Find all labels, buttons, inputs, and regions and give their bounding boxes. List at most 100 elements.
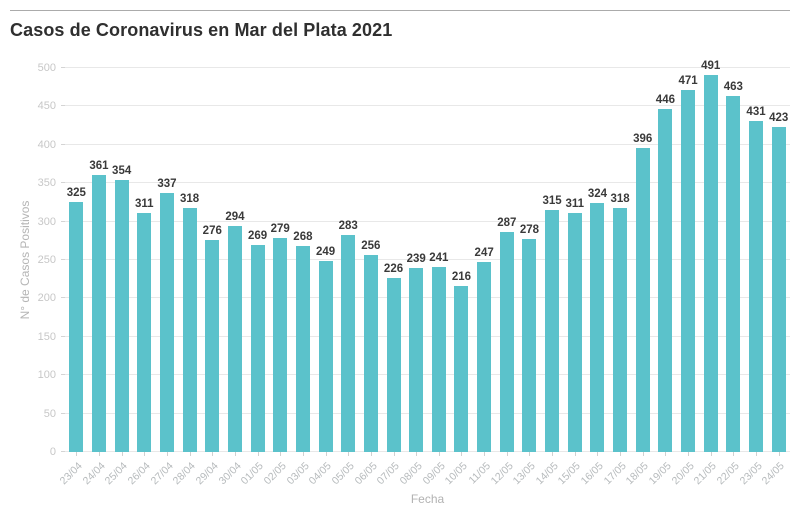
x-tick-label: 13/05 — [510, 460, 538, 488]
x-tick-label: 11/05 — [466, 460, 493, 487]
gridline — [65, 67, 790, 68]
y-tick — [61, 67, 65, 68]
bar-value-label: 318 — [610, 192, 630, 205]
x-tick-label: 06/05 — [352, 460, 380, 488]
x-tick-label: 15/05 — [556, 460, 584, 488]
bar: 337 — [157, 178, 177, 452]
y-tick — [61, 143, 65, 145]
bar: 491 — [701, 60, 720, 452]
x-tick — [234, 452, 236, 456]
bar-value-label: 491 — [701, 59, 721, 72]
y-tick-label: 150 — [37, 330, 56, 343]
bar-value-label: 354 — [112, 165, 132, 178]
bar-value-label: 431 — [746, 106, 766, 118]
bar: 446 — [656, 94, 675, 452]
x-tick — [665, 452, 667, 456]
bar: 463 — [724, 81, 743, 452]
bar: 241 — [429, 252, 448, 452]
bar-slot: 279 02/05 — [262, 68, 292, 487]
bar: 249 — [316, 246, 335, 452]
x-tick-label: 01/05 — [238, 460, 267, 488]
bar-slot: 318 28/04 — [171, 68, 201, 487]
x-tick-label: 28/04 — [171, 460, 199, 488]
top-divider — [10, 10, 790, 11]
bar-slot: 318 17/05 — [601, 68, 632, 487]
bar-value-label: 311 — [135, 198, 154, 211]
x-tick-label: 10/05 — [442, 460, 470, 488]
x-tick-label: 22/05 — [714, 460, 742, 488]
bar-value-label: 311 — [565, 198, 585, 211]
bar-slot: 446 19/05 — [647, 68, 677, 487]
bar: 396 — [633, 133, 652, 452]
y-tick — [61, 335, 65, 337]
x-tick — [257, 452, 259, 456]
bar-value-label: 471 — [678, 75, 698, 88]
x-tick — [144, 452, 146, 456]
bar-slot: 423 24/05 — [760, 68, 790, 487]
bar-value-label: 294 — [225, 211, 245, 224]
bar-value-label: 463 — [723, 81, 743, 94]
y-tick-label: 500 — [37, 62, 56, 74]
bar: 471 — [678, 75, 698, 452]
bar-slot: 241 09/05 — [420, 68, 451, 487]
x-tick-label: 24/04 — [80, 460, 108, 488]
x-tick — [506, 452, 508, 456]
bar-value-label: 216 — [451, 271, 472, 284]
y-tick — [61, 220, 65, 222]
bar: 325 — [67, 187, 86, 452]
bar-value-label: 318 — [180, 192, 200, 205]
bar: 423 — [769, 112, 788, 452]
y-tick — [61, 374, 65, 376]
y-tick — [61, 297, 65, 299]
bar-slot: 315 14/05 — [534, 68, 564, 487]
x-tick-label: 04/05 — [306, 460, 335, 488]
x-tick-label: 30/04 — [216, 460, 244, 488]
bar-slot: 276 29/04 — [194, 68, 224, 487]
bar-slot: 431 23/05 — [737, 68, 768, 487]
bar: 431 — [746, 106, 766, 452]
bar-slot: 287 12/05 — [488, 68, 518, 487]
x-tick — [710, 452, 712, 456]
y-tick — [61, 182, 65, 184]
x-tick-label: 03/05 — [284, 460, 312, 488]
x-tick — [552, 452, 554, 456]
bar-slot: 256 06/05 — [352, 68, 383, 487]
x-tick — [461, 452, 463, 456]
x-tick-label: 09/05 — [420, 460, 448, 488]
y-tick — [61, 412, 65, 414]
x-tick-label: 23/05 — [737, 460, 765, 488]
bar-slot: 471 20/05 — [669, 68, 700, 487]
bar-value-label: 269 — [247, 230, 268, 243]
x-tick — [620, 452, 622, 456]
gridline — [65, 297, 790, 299]
bar-value-label: 396 — [633, 132, 653, 145]
x-tick-label: 08/05 — [397, 460, 425, 488]
x-tick-label: 29/04 — [193, 460, 221, 488]
x-tick — [438, 452, 440, 456]
bar: 318 — [610, 193, 630, 452]
y-tick-label: 50 — [43, 407, 56, 420]
bar-value-label: 446 — [655, 94, 675, 107]
bar-slot: 283 05/05 — [330, 68, 360, 487]
bar-value-label: 268 — [293, 231, 313, 244]
y-tick — [61, 105, 65, 107]
y-tick — [61, 451, 65, 452]
bar-value-label: 324 — [587, 188, 608, 201]
gridline — [65, 182, 790, 184]
bar: 287 — [497, 217, 516, 452]
y-tick-label: 400 — [37, 138, 56, 151]
x-tick-label: 05/05 — [329, 460, 357, 488]
gridline — [65, 335, 790, 337]
bar: 318 — [180, 193, 199, 452]
gridline — [65, 374, 790, 376]
gridline — [65, 412, 790, 414]
bar-slot: 311 15/05 — [556, 68, 586, 487]
x-tick — [733, 452, 735, 456]
y-tick-label: 450 — [37, 100, 56, 113]
bar-value-label: 239 — [406, 253, 426, 266]
x-tick-label: 07/05 — [374, 460, 403, 488]
bar-value-label: 226 — [383, 263, 404, 276]
x-tick — [484, 452, 486, 456]
x-tick-label: 27/04 — [148, 460, 176, 488]
x-tick — [416, 452, 418, 456]
